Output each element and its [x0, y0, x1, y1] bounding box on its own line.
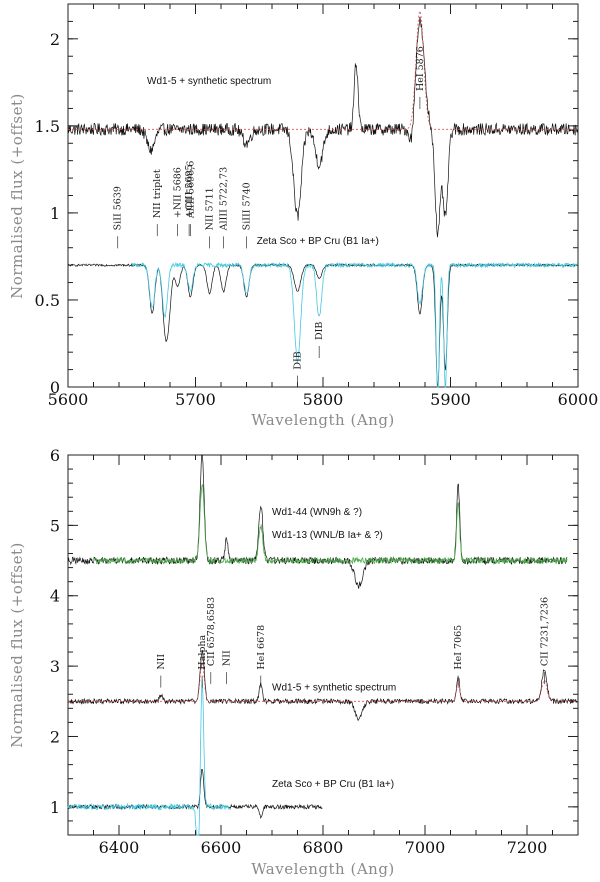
- bottom-panel-ticks: 6400 6600 6800 7000 7200 1 2 3 4 5 6: [50, 446, 579, 857]
- y-tick-label: 0.5: [35, 291, 60, 310]
- line-id-label: NII: [156, 654, 167, 670]
- top-panel-xlabel: Wavelength (Ang): [251, 411, 395, 429]
- bottom-panel-labels: Wd1-44 (WN9h & ?) Wd1-13 (WNL/B Ia+ & ?) W…: [156, 507, 551, 790]
- x-tick-label: 6800: [303, 838, 344, 857]
- series-annotation: Zeta Sco + BP Cru (B1 Ia+): [272, 779, 394, 790]
- y-tick-label: 1: [50, 204, 60, 223]
- series-line: [67, 454, 568, 589]
- y-tick-label: 3: [50, 657, 60, 676]
- line-id-label: SiIII 5740: [242, 182, 253, 230]
- line-id-label: AlIII 5722,73: [219, 167, 230, 231]
- x-tick-label: 5900: [430, 390, 471, 409]
- series-annotation: Wd1-5 + synthetic spectrum: [272, 683, 396, 694]
- y-tick-label: 2: [50, 727, 60, 746]
- x-tick-label: 7000: [405, 838, 446, 857]
- top-panel-ticks: 5600 5700 5800 5900 6000 0 0.5 1 1.5 2: [35, 3, 599, 409]
- y-tick-label: 6: [50, 446, 60, 465]
- line-id-label: Halpha: [197, 634, 208, 669]
- x-tick-label: 6000: [558, 390, 599, 409]
- line-id-label: NII triplet: [152, 169, 163, 218]
- series-line: [67, 679, 231, 836]
- y-tick-label: 1: [50, 798, 60, 817]
- x-tick-label: 5600: [48, 390, 89, 409]
- series-line: [67, 768, 323, 819]
- series-annotation: Wd1-5 + synthetic spectrum: [147, 76, 271, 87]
- line-id-label: HeI 6678: [256, 625, 267, 670]
- line-id-label: NII: [222, 650, 233, 666]
- top-panel-ylabel: Normalised flux (+offset): [8, 93, 26, 299]
- top-panel-labels: Wd1-5 + synthetic spectrum Zeta Sco + BP …: [113, 46, 426, 388]
- series-annotation: Zeta Sco + BP Cru (B1 Ia+): [257, 236, 379, 247]
- y-tick-label: 4: [50, 587, 60, 606]
- y-tick-label: 0: [50, 378, 60, 397]
- bottom-panel-xlabel: Wavelength (Ang): [251, 860, 395, 878]
- series-line: [67, 650, 578, 722]
- x-tick-label: 5800: [303, 390, 344, 409]
- bottom-panel-series: [67, 454, 578, 836]
- line-id-label: DIB: [314, 322, 325, 340]
- line-id-label: CII 7231,7236: [539, 597, 550, 666]
- line-id-label: DIB: [293, 351, 304, 369]
- line-id-label: +CIII 5695: [184, 164, 195, 218]
- series-annotation: Wd1-44 (WN9h & ?): [272, 507, 362, 518]
- bottom-panel-ylabel: Normalised flux (+offset): [8, 542, 26, 748]
- series-line: [68, 661, 578, 702]
- series-line: [131, 261, 578, 388]
- x-tick-label: 7200: [507, 838, 548, 857]
- line-id-label: HeI 7065: [453, 625, 464, 670]
- y-tick-label: 5: [50, 516, 60, 535]
- line-id-label: CII 6578,6583: [206, 597, 217, 666]
- top-panel: Normalised flux (+offset) Wavelength (An…: [8, 3, 599, 429]
- series-line: [67, 16, 579, 238]
- line-id-label: SiII 5639: [113, 186, 124, 230]
- x-tick-label: 5700: [175, 390, 216, 409]
- top-panel-series: [67, 10, 579, 388]
- line-id-label: HeI 5876: [415, 46, 426, 91]
- series-line: [93, 483, 568, 565]
- bottom-panel: Normalised flux (+offset) Wavelength (An…: [8, 446, 579, 878]
- x-tick-label: 6600: [201, 838, 242, 857]
- y-tick-label: 2: [50, 30, 60, 49]
- series-line: [68, 10, 578, 130]
- y-tick-label: 1.5: [35, 117, 60, 136]
- line-id-label: AlIII 5696,6: [185, 161, 196, 219]
- line-id-label: NII 5711: [205, 187, 216, 230]
- line-id-label: +NII 5686: [173, 167, 184, 218]
- x-tick-label: 6400: [99, 838, 140, 857]
- series-annotation: Wd1-13 (WNL/B Ia+ & ?): [272, 530, 383, 541]
